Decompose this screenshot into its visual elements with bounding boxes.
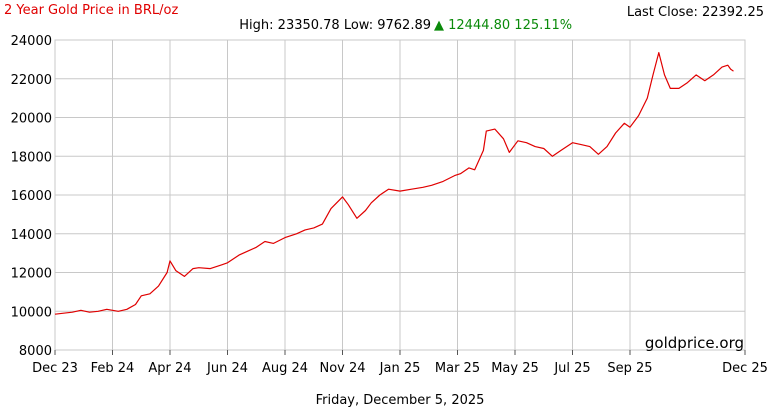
y-axis: 8000 10000 12000 14000 16000 18000 20000 22000 2… (11, 34, 52, 359)
chart-title: 2 Year Gold Price in BRL/oz (4, 3, 178, 18)
y-tick-label: 22000 (11, 73, 52, 88)
y-tick-label: 8000 (19, 344, 52, 359)
footer-date: Friday, December 5, 2025 (316, 393, 485, 408)
x-tick-label: Jan 25 (379, 361, 421, 376)
x-tick-label: Nov 24 (319, 361, 365, 376)
x-axis: Dec 23 Feb 24 Apr 24 Jun 24 Aug 24 Nov 24 Jan … (32, 361, 768, 376)
x-tick-label: Mar 25 (435, 361, 480, 376)
y-tick-label: 14000 (11, 228, 52, 243)
x-tick-label: Dec 25 (722, 361, 768, 376)
y-tick-label: 12000 (11, 267, 52, 282)
x-tick-label: Jun 24 (206, 361, 248, 376)
x-tick-label: Jul 25 (553, 361, 590, 376)
last-close-label: Last Close: 22392.25 (627, 5, 764, 20)
x-tick-label: Feb 24 (91, 361, 135, 376)
y-tick-label: 24000 (11, 34, 52, 49)
x-tick-label: May 25 (491, 361, 539, 376)
x-tick-label: Dec 23 (32, 361, 78, 376)
series-line (54, 51, 734, 315)
y-tick-label: 10000 (11, 305, 52, 320)
x-tick-label: Sep 25 (607, 361, 652, 376)
x-tick-label: Aug 24 (262, 361, 308, 376)
y-tick-label: 20000 (11, 112, 52, 127)
change-label: ▲ 12444.80 125.11% (434, 18, 572, 33)
series-layer (54, 51, 734, 315)
high-low-label: High: 23350.78 Low: 9762.89 (239, 18, 431, 33)
y-tick-label: 18000 (11, 150, 52, 165)
y-tick-label: 16000 (11, 189, 52, 204)
grid (54, 39, 746, 355)
watermark: goldprice.org (645, 334, 744, 352)
x-tick-label: Apr 24 (148, 361, 191, 376)
